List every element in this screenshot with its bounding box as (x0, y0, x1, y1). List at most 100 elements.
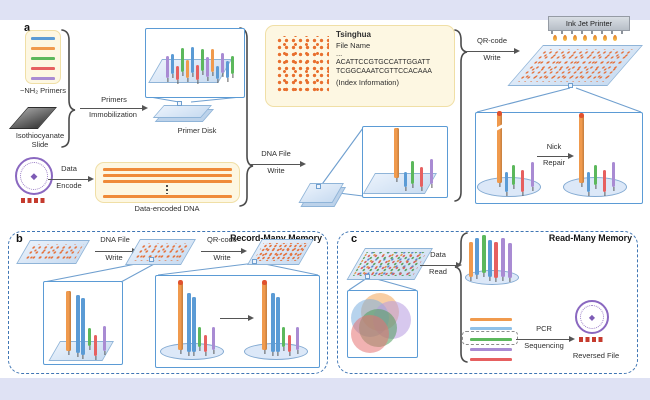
primer-line-orange (31, 47, 55, 50)
dna-bar (198, 327, 201, 347)
qr-code-write-arrow (201, 247, 247, 254)
dna-bar (521, 170, 524, 192)
primer-line-purple (31, 77, 55, 80)
dna-bar (475, 238, 479, 275)
tsinghua-seal-icon: ◆ (575, 300, 609, 334)
panel-c-title: Read-Many Memory (548, 233, 632, 243)
tsinghua-seal-text-marks (21, 198, 47, 203)
printer-nozzles-icon (551, 31, 623, 34)
file-card-sequence: TCGGCAAATCGTTCCACAAA (336, 68, 432, 75)
dna-bar (587, 172, 590, 192)
dna-strand-line (103, 195, 232, 198)
dna-file-write-label: Write (267, 166, 285, 175)
qr-code-write-label: Write (483, 53, 501, 62)
strand-line-orange (470, 318, 512, 321)
dna-pool-zoom-box (347, 290, 418, 358)
ink-jet-printer-box: Ink Jet Printer (548, 16, 630, 31)
data-encode-label: Data (61, 164, 77, 173)
qr-dot-pattern (514, 49, 636, 82)
strand-line-red (470, 358, 512, 361)
dna-bar (271, 293, 275, 352)
dna-bar (276, 297, 280, 352)
zoom-notch (252, 259, 257, 264)
qr-dot-pattern (131, 243, 190, 261)
selected-strand-dashed-box (462, 331, 518, 345)
ellipsis-dots-icon (166, 184, 168, 194)
dna-file-write-arrow (95, 247, 138, 254)
tsinghua-seal-text-marks (579, 337, 605, 342)
panel-b-label: b (16, 233, 23, 245)
pcr-sequencing-label: PCR (536, 324, 552, 333)
panel-b-box (8, 231, 328, 374)
primer-line-green (31, 57, 55, 60)
dna-bar (201, 49, 204, 71)
dna-bar (531, 162, 534, 187)
top-lavender-band (0, 0, 650, 20)
nick-repair-label: Repair (542, 158, 566, 167)
ink-jet-printer-label: Ink Jet Printer (565, 19, 613, 28)
dna-bar (505, 172, 508, 192)
nick-repair-label: Nick (546, 142, 562, 151)
dna-bar (394, 128, 399, 178)
ink-droplet-icon (563, 35, 567, 41)
file-card-ellipsis: ... (336, 49, 343, 58)
qr-code-write-arrow (467, 47, 520, 54)
isothiocyanate-slide-label: Isothiocyanate (15, 131, 65, 140)
file-card-note: (Index Information) (336, 78, 399, 87)
dna-strand-line (103, 174, 232, 177)
bar-tip-dot (178, 280, 183, 285)
droplet-ellipse (477, 177, 541, 197)
tsinghua-seal-star-icon: ◆ (20, 162, 48, 190)
ink-droplet-icon (613, 35, 617, 41)
dna-bar (226, 61, 229, 78)
qr-code-write-label: QR-code (206, 235, 238, 244)
strand-line-green (470, 338, 512, 341)
dna-bar (216, 66, 219, 79)
dna-file-write-arrow (249, 160, 306, 167)
dna-strand-line (103, 180, 232, 183)
bar-tip-dot (262, 280, 267, 285)
ink-droplet-icon (553, 35, 557, 41)
zoom-notch (365, 274, 370, 279)
multicolor-dot-pattern (352, 252, 427, 276)
ink-droplet-icon (603, 35, 607, 41)
primer-disk-label: Primer Disk (177, 126, 217, 135)
qr-code-write-label: Write (213, 253, 231, 262)
ink-droplet-icon (583, 35, 587, 41)
zoom-notch (177, 101, 182, 106)
dna-bar (178, 282, 183, 350)
curly-brace-icon (454, 29, 468, 202)
zoom-notch (316, 184, 321, 189)
dna-bar (187, 293, 191, 352)
dna-bar (579, 115, 584, 183)
dna-bar (296, 327, 299, 350)
dna-bar (221, 53, 224, 73)
dna-bar (166, 56, 169, 78)
strand-line-purple (470, 348, 512, 351)
panel-a-label: a (24, 22, 31, 34)
dna-bar (103, 326, 106, 351)
bar-tip-dot (579, 113, 584, 118)
data-read-label: Read (429, 267, 447, 276)
transfer-arrow (220, 314, 254, 321)
bar-tip-dot (497, 111, 502, 116)
panel-c-box (337, 231, 638, 374)
dna-bar (494, 242, 498, 278)
venn-circle-red (351, 315, 389, 353)
qr-code-write-label: QR-code (476, 36, 508, 45)
file-card-sequence: ACATTCCGTGCCATTGGATT (336, 59, 431, 66)
dna-bar (212, 327, 215, 350)
dna-bar (508, 243, 512, 278)
pcr-sequencing-arrow (516, 335, 575, 342)
dna-file-write-label: DNA File (261, 149, 291, 158)
dna-bar (88, 328, 91, 346)
qr-printed-slide (507, 45, 643, 86)
primers-immobilization-label: Primers (101, 95, 127, 104)
dna-bar (501, 238, 505, 277)
dna-bar (488, 240, 492, 277)
dna-bar (211, 49, 214, 72)
tsinghua-seal-star-icon: ◆ (580, 305, 604, 329)
nick-repair-arrow (537, 152, 574, 159)
strand-line-blue (470, 327, 512, 330)
